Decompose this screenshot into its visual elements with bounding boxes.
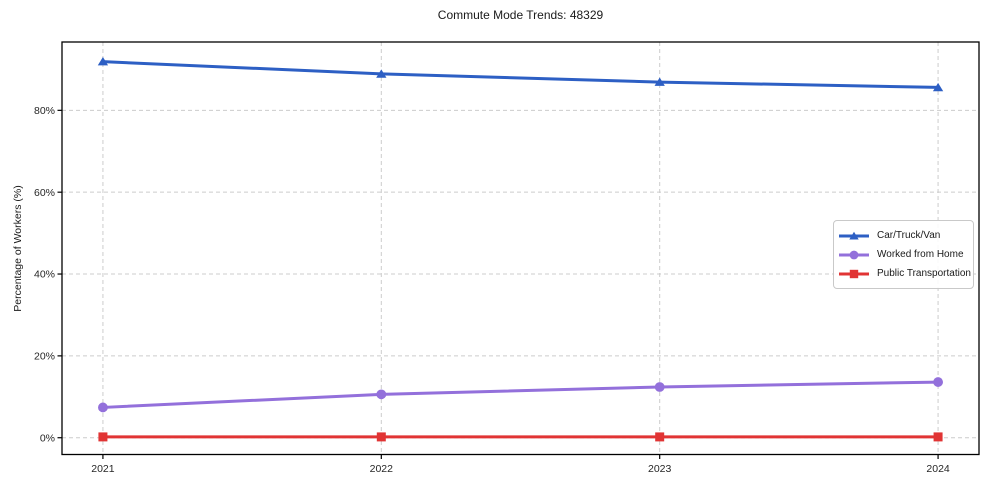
legend-label: Worked from Home [877,249,964,260]
triangle-data-point [654,77,665,86]
y-tick-label: 40% [34,269,55,281]
triangle-data-point [376,69,387,78]
square-data-point [98,432,108,442]
square-data-point [655,432,665,442]
y-tick-label: 60% [34,187,55,199]
circle-data-point [376,389,387,400]
chart-title: Commute Mode Trends: 48329 [437,8,604,22]
series-line-car-truck-van [101,60,940,89]
x-tick-label: 2022 [370,463,394,475]
circle-data-point [933,377,943,387]
square-data-point [849,269,859,278]
triangle-marker-icon [839,231,869,239]
plot-frame [61,41,980,456]
legend: Car/Truck/Van Worked from Home Public Tr… [833,220,974,289]
triangle-data-point [97,57,109,66]
circle-marker-icon [839,250,869,259]
y-tick-label: 20% [34,350,55,362]
circle-data-point [654,382,665,392]
circle-data-point [849,250,859,259]
x-tick-label: 2023 [648,463,672,475]
legend-item-worked-from-home: Worked from Home [838,245,969,264]
square-data-point [933,432,943,442]
square-marker-icon [839,269,869,278]
x-tick-label: 2024 [926,463,950,475]
triangle-data-point [932,82,944,92]
x-tick-label: 2021 [91,463,115,475]
legend-item-public-transportation: Public Transportation [838,264,971,283]
y-tick-label: 80% [34,105,55,117]
triangle-data-point [849,231,859,239]
y-tick-label: 0% [40,432,55,444]
legend-item-car-truck-van: Car/Truck/Van [838,226,969,245]
series-line-worked-from-home [101,380,940,409]
square-data-point [376,432,386,442]
legend-label: Car/Truck/Van [877,230,941,241]
circle-data-point [98,402,108,413]
legend-label: Public Transportation [877,268,971,279]
